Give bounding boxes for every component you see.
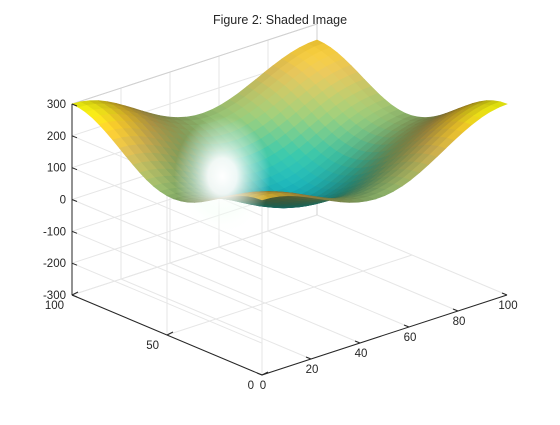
- y-tick-label: 100: [45, 300, 64, 312]
- wall-gridline-z: [71, 262, 263, 344]
- z-tick-label: 100: [47, 163, 66, 175]
- z-tick-mark: [71, 230, 78, 234]
- y-tick-label: 50: [146, 340, 159, 352]
- x-tick-label: 100: [498, 300, 517, 312]
- x-tick-mark: [501, 292, 508, 296]
- chart-title: Figure 2: Shaded Image: [213, 13, 347, 27]
- z-tick-label: -300: [43, 290, 66, 302]
- x-tick-mark: [256, 372, 263, 376]
- z-tick-label: -100: [43, 226, 66, 238]
- y-tick-mark: [166, 331, 174, 336]
- x-tick-mark: [354, 340, 361, 344]
- z-tick-mark: [71, 103, 78, 107]
- y-tick-mark: [71, 291, 79, 296]
- tick-labels: 0 20 40 60 80 100 0 50 100 300 200 100 0 -100 -200 -300: [43, 99, 518, 392]
- x-tick-mark: [305, 356, 312, 360]
- z-tick-mark: [71, 262, 78, 266]
- x-tick-mark: [403, 324, 410, 328]
- z-tick-mark: [71, 199, 78, 202]
- surface-highlight: [174, 116, 271, 237]
- x-axis-line: [261, 294, 508, 376]
- x-tick-label: 80: [453, 316, 466, 328]
- box-edge: [71, 23, 318, 105]
- floor-gridline-y: [166, 254, 413, 336]
- x-tick-label: 40: [355, 348, 368, 360]
- specular-highlight: [174, 116, 271, 237]
- x-tick-label: 20: [306, 364, 319, 376]
- z-tick-mark: [71, 135, 78, 139]
- y-tick-label: 0: [248, 380, 254, 392]
- x-tick-label: 60: [404, 332, 417, 344]
- x-tick-label: 0: [260, 380, 266, 392]
- z-tick-label: 0: [60, 195, 66, 207]
- y-tick-mark: [261, 371, 269, 376]
- x-tick-mark: [452, 308, 459, 312]
- z-tick-mark: [71, 294, 78, 298]
- z-tick-label: 200: [47, 131, 66, 143]
- wall-gridline-z: [71, 199, 263, 280]
- wall-gridline-z: [71, 214, 318, 296]
- surface-patch: [490, 101, 508, 108]
- z-tick-label: 300: [47, 99, 66, 111]
- wall-gridline-z: [71, 230, 263, 312]
- surface-plot: [71, 39, 508, 209]
- z-tick-label: -200: [43, 258, 66, 270]
- z-tick-mark: [71, 167, 78, 171]
- axes-front: [71, 103, 508, 376]
